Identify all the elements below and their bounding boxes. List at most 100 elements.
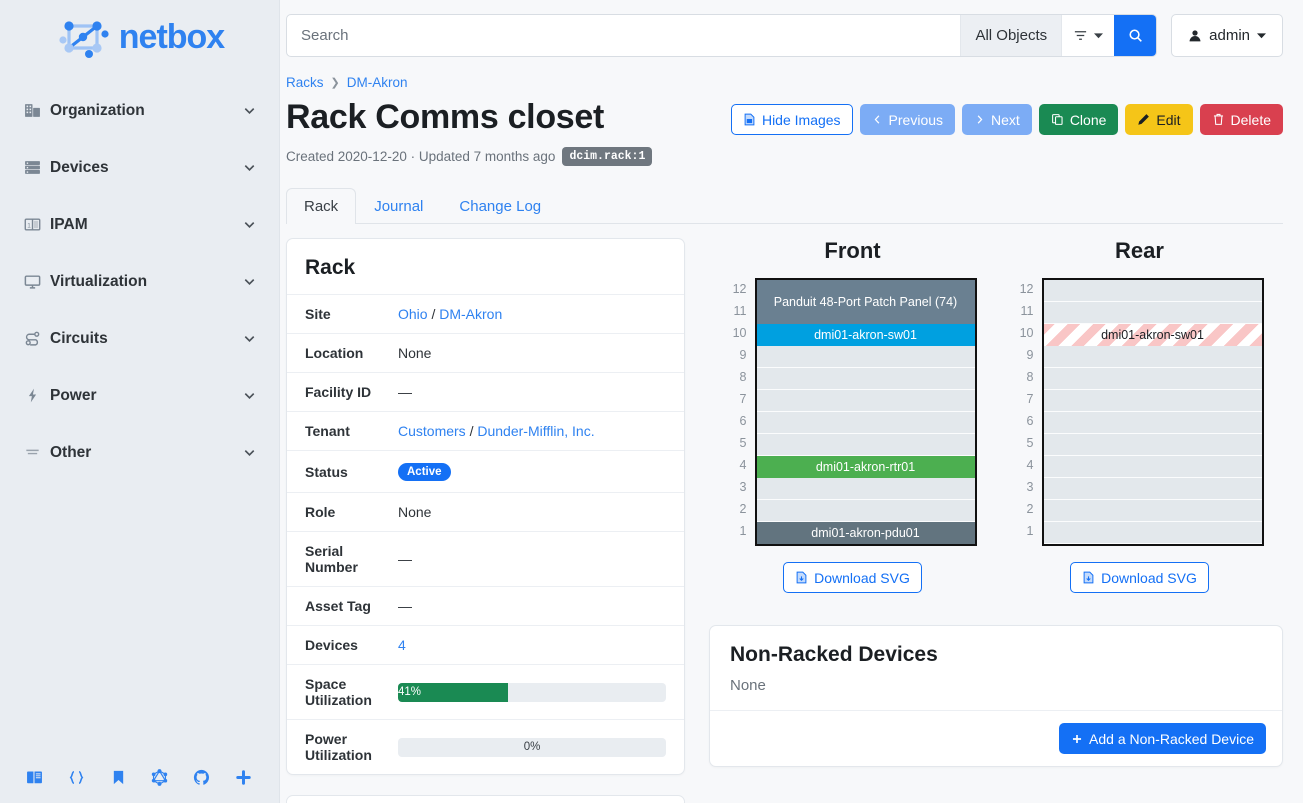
tab-journal[interactable]: Journal <box>374 198 424 216</box>
space-utilization-label-wrap: 41% <box>398 683 508 702</box>
rack-unit-label: 10 <box>1019 326 1034 341</box>
rack-device[interactable]: dmi01-akron-rtr01 <box>756 456 975 479</box>
rack-unit-slot[interactable] <box>1043 280 1262 303</box>
rack-unit-slot[interactable] <box>1043 346 1262 369</box>
graphql-icon[interactable] <box>151 768 168 786</box>
next-button[interactable]: Next <box>962 104 1032 135</box>
rack-unit-slot[interactable] <box>1043 434 1262 457</box>
rack-unit-slot[interactable] <box>1043 500 1262 523</box>
rack-unit-slot[interactable] <box>756 434 975 457</box>
rack-unit-slot[interactable] <box>756 390 975 413</box>
rack-unit-slot[interactable] <box>1043 390 1262 413</box>
hide-images-label: Hide Images <box>761 111 841 128</box>
chevron-down-icon[interactable] <box>242 103 257 118</box>
sidebar-nav: Organization Devices <box>0 82 279 481</box>
chevron-left-icon <box>872 114 883 125</box>
search-submit-button[interactable] <box>1114 15 1157 56</box>
chevron-down-icon[interactable] <box>242 217 257 232</box>
bolt-icon <box>24 387 50 404</box>
download-svg-rear-button[interactable]: Download SVG <box>1070 562 1209 594</box>
bookmark-icon[interactable] <box>110 769 127 786</box>
search-scope-selector[interactable]: All Objects <box>960 15 1062 56</box>
brand-logo[interactable]: netbox <box>0 0 279 82</box>
rack-unit-label: 12 <box>1019 282 1034 297</box>
sidebar-item-virtualization[interactable]: Virtualization <box>0 253 279 310</box>
rack-device[interactable]: Panduit 48-Port Patch Panel (74) <box>756 280 975 325</box>
rack-unit-slot[interactable] <box>756 500 975 523</box>
delete-button[interactable]: Delete <box>1199 104 1283 135</box>
edit-button[interactable]: Edit <box>1125 104 1193 135</box>
sidebar: netbox Organization <box>0 0 280 803</box>
main-content: All Objects <box>280 0 1303 803</box>
front-rack-box[interactable]: Panduit 48-Port Patch Panel (74) dmi01-ak… <box>754 278 977 547</box>
non-racked-empty-text: None <box>730 677 766 695</box>
next-label: Next <box>991 111 1020 128</box>
rack-unit-slot[interactable] <box>1043 456 1262 479</box>
rack-device[interactable]: dmi01-akron-sw01 <box>756 324 975 347</box>
rack-unit-slot[interactable] <box>1043 522 1262 545</box>
building-icon <box>24 102 50 119</box>
sidebar-item-other[interactable]: Other <box>0 424 279 481</box>
hide-images-button[interactable]: Hide Images <box>730 104 853 135</box>
chevron-right-icon: ❯ <box>330 77 340 89</box>
user-menu-label: admin <box>1209 27 1250 44</box>
book-icon[interactable] <box>26 769 43 786</box>
chevron-down-icon[interactable] <box>242 445 257 460</box>
rack-unit-slot[interactable] <box>1043 368 1262 391</box>
rack-unit-slot[interactable] <box>1043 412 1262 435</box>
rack-unit-label: 9 <box>739 348 747 363</box>
rack-unit-label: 7 <box>1026 392 1034 407</box>
previous-button[interactable]: Previous <box>859 104 956 135</box>
sidebar-item-ipam[interactable]: 1 IPAM <box>0 196 279 253</box>
search-filter-dropdown[interactable] <box>1061 15 1115 56</box>
rack-unit-label: 1 <box>739 524 747 539</box>
person-icon <box>1188 29 1202 43</box>
rack-unit-slot[interactable] <box>1043 302 1262 325</box>
circuit-icon <box>24 330 50 347</box>
tab-change-log[interactable]: Change Log <box>459 198 542 216</box>
rack-unit-label: 6 <box>1026 414 1034 429</box>
rear-rack-box[interactable]: dmi01-akron-sw01 <box>1041 278 1264 547</box>
rack-unit-slot[interactable] <box>1043 478 1262 501</box>
slack-icon[interactable] <box>235 769 252 786</box>
user-menu-button[interactable]: admin <box>1171 14 1283 57</box>
tenant-link[interactable]: Dunder-Mifflin, Inc. <box>477 423 595 440</box>
non-racked-devices-card: Non-Racked Devices None Add a Non-Racked… <box>709 625 1283 768</box>
site-region-link[interactable]: Ohio <box>398 306 428 323</box>
github-icon[interactable] <box>193 769 210 786</box>
sidebar-item-devices[interactable]: Devices <box>0 139 279 196</box>
rack-unit-slot[interactable] <box>756 412 975 435</box>
devices-count-link[interactable]: 4 <box>398 637 406 654</box>
download-svg-front-button[interactable]: Download SVG <box>783 562 922 594</box>
row-value: None <box>398 504 432 521</box>
rack-unit-slot[interactable] <box>756 368 975 391</box>
rack-unit-slot[interactable] <box>756 346 975 369</box>
chevron-down-icon[interactable] <box>242 388 257 403</box>
sidebar-item-organization[interactable]: Organization <box>0 82 279 139</box>
rack-unit-label: 12 <box>732 282 747 297</box>
site-link[interactable]: DM-Akron <box>439 306 503 323</box>
sidebar-item-power[interactable]: Power <box>0 367 279 424</box>
add-non-racked-device-button[interactable]: Add a Non-Racked Device <box>1059 723 1266 755</box>
sidebar-item-circuits[interactable]: Circuits <box>0 310 279 367</box>
download-svg-rear-label: Download SVG <box>1101 569 1197 586</box>
row-value: 0% <box>396 720 684 775</box>
rack-unit-label: 4 <box>739 458 747 473</box>
breadcrumb-racks-link[interactable]: Racks <box>286 75 324 90</box>
rack-device[interactable]: dmi01-akron-pdu01 <box>756 522 975 545</box>
clone-button[interactable]: Clone <box>1038 104 1119 135</box>
chevron-down-icon[interactable] <box>242 160 257 175</box>
tenant-group-link[interactable]: Customers <box>398 423 466 440</box>
row-label: Site <box>305 306 331 323</box>
chevron-down-icon[interactable] <box>242 274 257 289</box>
tab-rack[interactable]: Rack <box>286 188 357 225</box>
rack-unit-slot[interactable] <box>756 478 975 501</box>
sidebar-item-label: Circuits <box>50 329 108 347</box>
breadcrumb-current-link[interactable]: DM-Akron <box>346 75 408 90</box>
chevron-down-icon[interactable] <box>242 331 257 346</box>
page-action-buttons: Hide Images Previous Next <box>730 98 1283 135</box>
rack-device[interactable]: dmi01-akron-sw01 <box>1043 324 1262 347</box>
search-input[interactable] <box>287 15 961 56</box>
code-braces-icon[interactable] <box>68 769 85 786</box>
row-value: 4 <box>396 626 684 665</box>
